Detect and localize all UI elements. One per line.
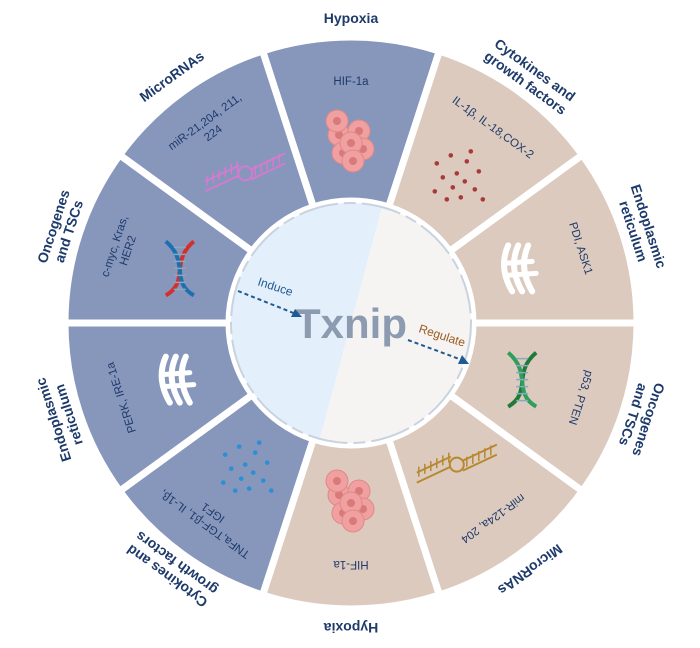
segment-wedge <box>444 150 641 327</box>
segment-wedge <box>61 150 258 327</box>
cell-cluster-icon <box>325 109 375 173</box>
segment-induce-endoplasmic-reticulum: Endoplasmicreticulum PERK, IRE-1a <box>32 319 258 496</box>
dna-icon <box>506 351 538 409</box>
core-ring <box>230 202 472 444</box>
segment-wedge <box>384 389 588 600</box>
cell-cluster-icon <box>325 469 375 533</box>
core-circle <box>230 202 472 444</box>
segment-wedge <box>61 319 258 496</box>
segment-induce-hypoxia: Hypoxia HIF-1a <box>258 10 444 212</box>
arrowhead-icon <box>458 355 469 364</box>
rna-hairpin-icon <box>204 152 286 193</box>
segment-induce-oncogenes-and-tscs: Oncogenesand TSCs c-myc, Kras,HER2 <box>34 150 258 327</box>
rna-hairpin-icon <box>416 443 498 484</box>
regulate-core-half <box>319 207 472 443</box>
segment-label: Hypoxia <box>324 10 379 26</box>
cytokine-dots-icon <box>220 440 274 493</box>
regulate-arrow <box>407 339 469 364</box>
endoplasmic-reticulum-icon <box>158 353 197 406</box>
cytokine-dots-icon <box>432 149 486 202</box>
induce-core-half <box>231 203 383 439</box>
segment-content: HIF-1a <box>333 76 369 88</box>
segment-wedge <box>384 46 588 257</box>
segment-wedge <box>114 46 318 257</box>
segment-wedge <box>114 389 318 600</box>
segment-wedge <box>258 33 444 212</box>
arrowhead-icon <box>291 309 302 317</box>
center-title: Txnip <box>295 300 407 347</box>
dna-icon <box>164 239 196 298</box>
segment-wedge <box>444 319 641 496</box>
induce-arrow <box>237 290 302 317</box>
endoplasmic-reticulum-icon <box>501 242 539 295</box>
segment-regulate-hypoxia: Hypoxia HIF-1a <box>258 434 444 636</box>
segment-label: Hypoxia <box>324 620 379 636</box>
segment-content: HIF-1a <box>333 558 369 570</box>
